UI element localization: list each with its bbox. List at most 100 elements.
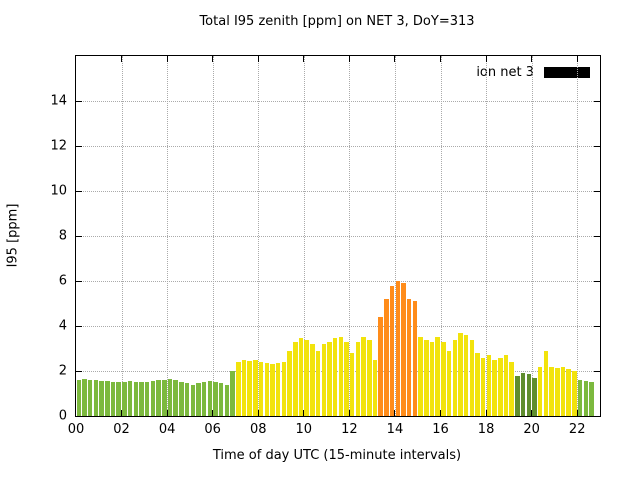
data-bar [418, 337, 423, 416]
y-tick-label: 6 [58, 273, 67, 289]
x-tick-mark [440, 410, 442, 416]
data-bar [213, 382, 218, 416]
data-bar [589, 382, 594, 416]
gridline-horizontal [76, 236, 600, 237]
data-bar [93, 380, 99, 416]
x-tick-mark [485, 410, 487, 416]
y-tick-mark [76, 145, 82, 147]
data-bar [486, 355, 492, 416]
data-bar [201, 382, 207, 416]
gridline-vertical [258, 56, 260, 416]
data-bar [515, 375, 520, 416]
x-tick-mark [212, 56, 214, 62]
data-bar [247, 360, 252, 416]
data-bar [162, 380, 167, 416]
y-tick-label: 8 [58, 228, 67, 244]
y-tick-mark [594, 190, 600, 192]
data-bar [167, 378, 173, 416]
legend-label: ion net 3 [476, 65, 534, 80]
plot-area: ion net 3 0 2 4 6 8 10 12 14 00 02 04 06 08 10 12 14 16 1… [50, 55, 601, 437]
x-tick-mark [348, 410, 350, 416]
data-bar [127, 381, 133, 416]
y-tick-mark [594, 145, 600, 147]
data-bar [179, 382, 184, 416]
data-bar [87, 380, 93, 416]
data-bar [344, 341, 349, 416]
data-bar [555, 367, 560, 416]
data-bar [475, 353, 480, 416]
gridline-vertical [167, 56, 169, 416]
x-tick-mark [257, 56, 259, 62]
x-tick-mark [485, 56, 487, 62]
data-bar [429, 341, 435, 416]
data-bar [469, 339, 475, 416]
data-bar [441, 341, 446, 416]
data-bar [412, 301, 418, 416]
y-tick-mark [76, 280, 82, 282]
data-bar [355, 341, 361, 416]
data-bar [264, 363, 270, 416]
y-tick-label: 12 [50, 138, 67, 154]
data-bar [338, 337, 344, 416]
y-tick-label: 14 [50, 93, 67, 109]
y-tick-label: 10 [50, 183, 67, 199]
data-bar [184, 383, 190, 416]
data-bar [110, 382, 116, 416]
legend-swatch [544, 67, 590, 78]
x-tick-mark [576, 56, 578, 62]
data-bar [361, 337, 366, 416]
gridline-vertical [486, 56, 488, 416]
gridline-vertical [303, 56, 305, 416]
data-bar [298, 338, 304, 416]
data-bar [144, 382, 150, 416]
data-bar [196, 383, 201, 416]
data-bar [332, 338, 338, 416]
data-bar [492, 359, 497, 416]
y-tick-mark [76, 190, 82, 192]
data-bar [458, 332, 463, 416]
data-bar [321, 344, 326, 416]
data-bar [122, 382, 127, 416]
data-bar [543, 350, 549, 416]
data-bar [224, 384, 230, 416]
data-bar [509, 362, 514, 416]
data-bar [349, 353, 355, 416]
x-axis-label: Time of day UTC (15-minute intervals) [212, 448, 462, 463]
y-tick-mark [76, 325, 82, 327]
x-tick-mark [166, 410, 168, 416]
data-bar [532, 377, 537, 416]
data-bar [384, 299, 389, 416]
x-tick-label: 18 [477, 422, 495, 437]
x-tick-mark [212, 410, 214, 416]
gridline-horizontal [76, 281, 600, 282]
data-bar [480, 357, 486, 416]
data-bar [537, 366, 543, 416]
y-tick-mark [594, 235, 600, 237]
gridline-horizontal [76, 326, 600, 327]
x-tick-mark [348, 56, 350, 62]
x-tick-mark [394, 56, 396, 62]
x-tick-label: 02 [113, 422, 130, 437]
x-tick-mark [394, 410, 396, 416]
data-bar [133, 382, 139, 416]
data-bar [253, 359, 258, 416]
data-bar [435, 337, 440, 416]
data-bar [327, 341, 332, 416]
data-bar [446, 350, 452, 416]
data-bar [549, 366, 554, 416]
data-bar [270, 364, 275, 416]
data-bar [230, 371, 235, 416]
gridline-horizontal [76, 101, 600, 102]
data-bar [498, 357, 503, 416]
x-tick-mark [121, 56, 123, 62]
data-bar [275, 363, 281, 416]
x-tick-label: 04 [158, 422, 176, 437]
gridline-vertical [531, 56, 533, 416]
x-tick-label: 10 [295, 422, 313, 437]
gridline-vertical [394, 56, 396, 416]
x-tick-mark [531, 410, 533, 416]
x-tick-label: 20 [523, 422, 540, 437]
y-tick-mark [76, 370, 82, 372]
data-bar [463, 335, 469, 416]
gridline-vertical [440, 56, 442, 416]
